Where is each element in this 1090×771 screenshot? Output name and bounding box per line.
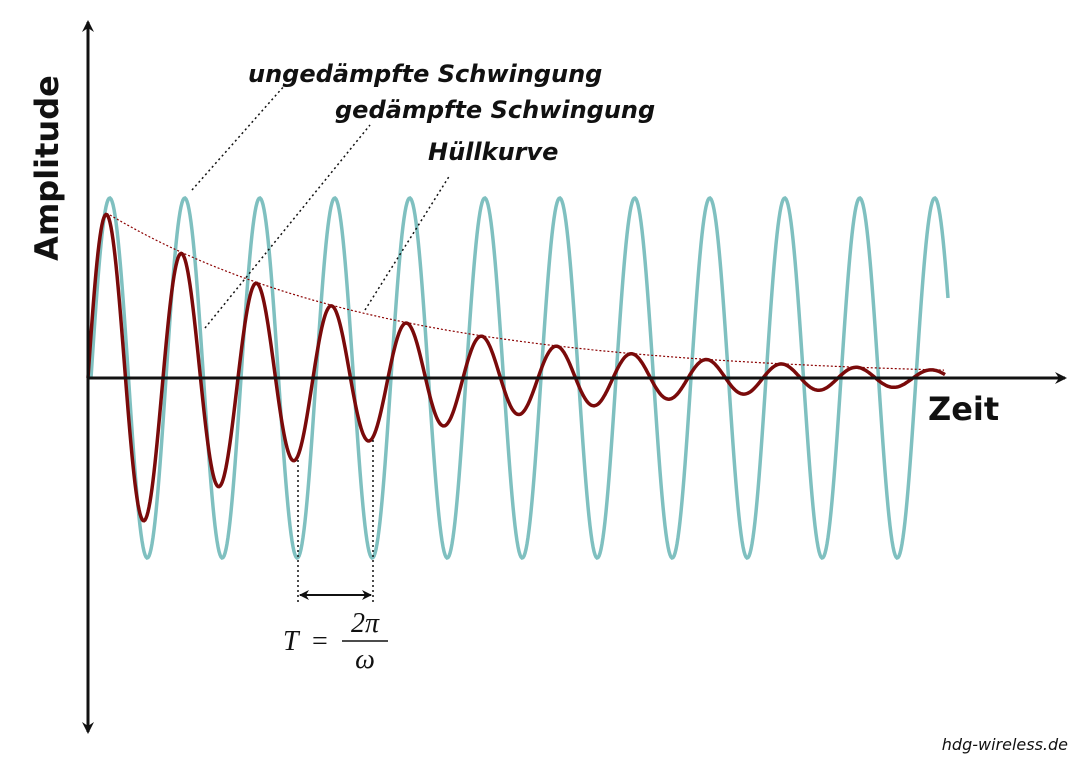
undamped-wave [89,195,950,561]
undamped-label: ungedämpfte Schwingung [248,60,602,88]
leader-lines [191,84,451,605]
formula-lhs: T [283,626,301,657]
damped-wave [86,212,946,523]
envelope-curve [109,214,944,371]
x-axis-label: Zeit [928,390,999,428]
formula-numerator: 2π [351,608,380,639]
envelope-label: Hüllkurve [428,138,558,166]
formula-eq: = [312,626,328,657]
formula-denominator: ω [355,644,375,675]
damped-label: gedämpfte Schwingung [335,96,655,124]
y-axis-label: Amplitude [28,75,66,261]
credit: hdg-wireless.de [942,735,1068,754]
